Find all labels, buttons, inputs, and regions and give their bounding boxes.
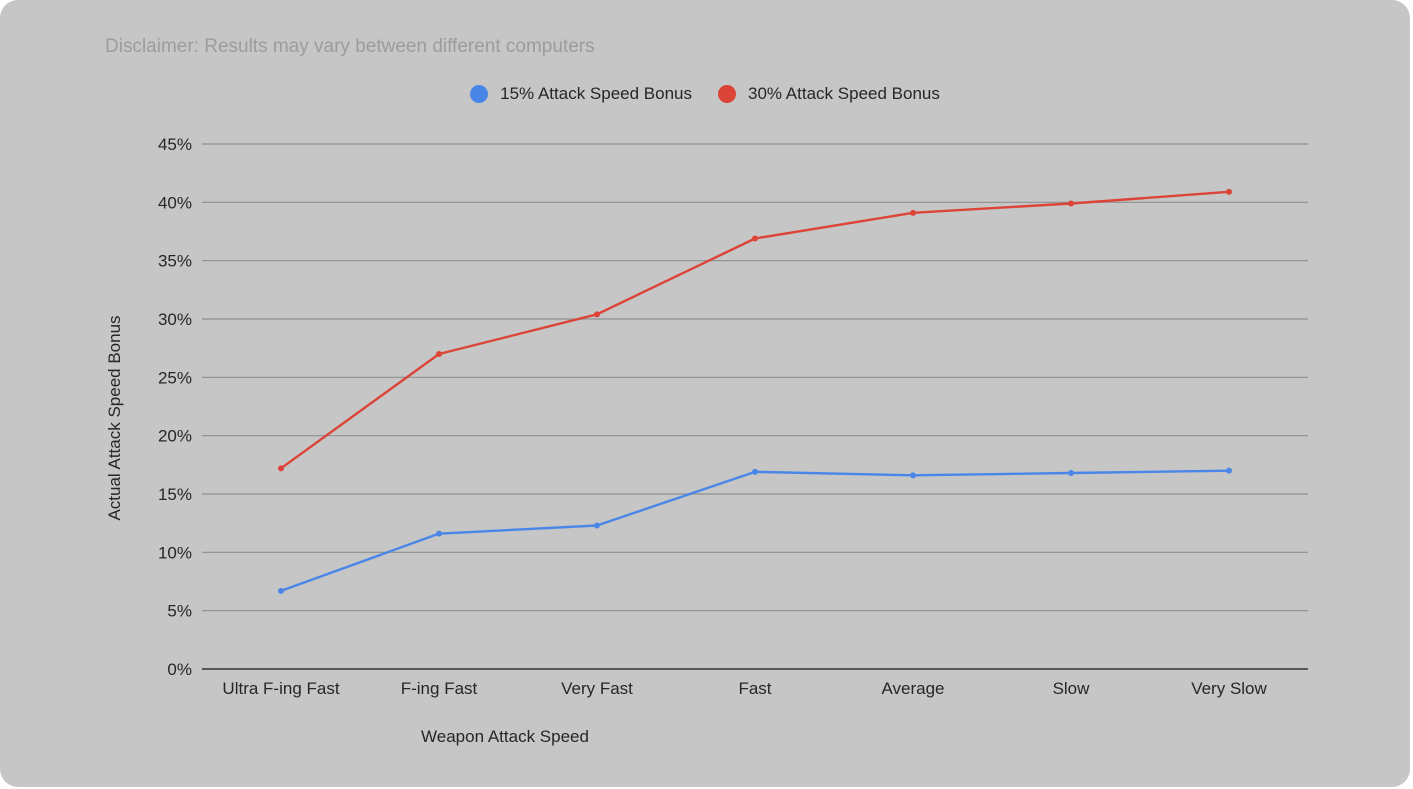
- legend-label-series-1: 15% Attack Speed Bonus: [500, 84, 692, 103]
- data-point-series-1: [1226, 467, 1232, 474]
- data-point-series-2: [910, 209, 916, 216]
- y-tick-label: 25%: [158, 368, 192, 387]
- x-tick-label: Very Fast: [561, 679, 633, 698]
- legend-item-series-2[interactable]: 30% Attack Speed Bonus: [718, 84, 940, 104]
- series-line-1: [279, 469, 1231, 593]
- y-tick-label: 10%: [158, 543, 192, 562]
- legend-label-series-2: 30% Attack Speed Bonus: [748, 84, 940, 103]
- x-tick-label: Average: [881, 679, 944, 698]
- x-tick-label: F-ing Fast: [401, 679, 478, 698]
- x-tick-label: Fast: [738, 679, 771, 698]
- legend-marker-series-2: [718, 85, 736, 103]
- chart-subtitle: Disclaimer: Results may vary between dif…: [105, 36, 595, 57]
- x-tick-label: Very Slow: [1191, 679, 1267, 698]
- label-layer: 0% 5% 10% 15% 20% 25% 30% 35% 40% 45% Ultra F-ing …: [158, 135, 1268, 698]
- y-tick-label: 5%: [167, 602, 192, 621]
- series-layer: [278, 188, 1232, 594]
- x-tick-label: Slow: [1053, 679, 1091, 698]
- data-point-series-1: [1068, 470, 1074, 476]
- data-point-series-2: [752, 235, 758, 242]
- series-line-2: [279, 190, 1231, 470]
- y-tick-label: 15%: [158, 485, 192, 504]
- legend-item-series-1[interactable]: 15% Attack Speed Bonus: [470, 84, 692, 104]
- data-point-series-1: [436, 530, 442, 537]
- x-axis-label-wrap: Weapon Attack Speed: [0, 727, 1410, 747]
- data-point-series-1: [752, 468, 758, 475]
- data-point-series-2: [436, 351, 442, 357]
- legend-marker-series-1: [470, 85, 489, 103]
- x-tick-label: Ultra F-ing Fast: [222, 679, 339, 698]
- data-point-series-1: [910, 472, 916, 479]
- data-point-series-2: [594, 311, 600, 318]
- y-tick-label: 40%: [158, 193, 192, 212]
- chart-legend: 15% Attack Speed Bonus 30% Attack Speed …: [0, 84, 1410, 104]
- data-point-series-1: [278, 587, 284, 594]
- y-tick-label: 45%: [158, 135, 192, 154]
- grid-layer: [202, 143, 1308, 612]
- data-point-series-2: [278, 465, 284, 472]
- x-axis-label: Weapon Attack Speed: [421, 727, 589, 746]
- y-tick-label: 0%: [167, 660, 192, 679]
- y-tick-label: 20%: [158, 427, 192, 446]
- data-point-series-2: [1226, 188, 1232, 195]
- data-point-series-2: [1068, 200, 1074, 207]
- y-tick-label: 30%: [158, 310, 192, 329]
- data-point-series-1: [594, 522, 600, 529]
- y-tick-label: 35%: [158, 252, 192, 271]
